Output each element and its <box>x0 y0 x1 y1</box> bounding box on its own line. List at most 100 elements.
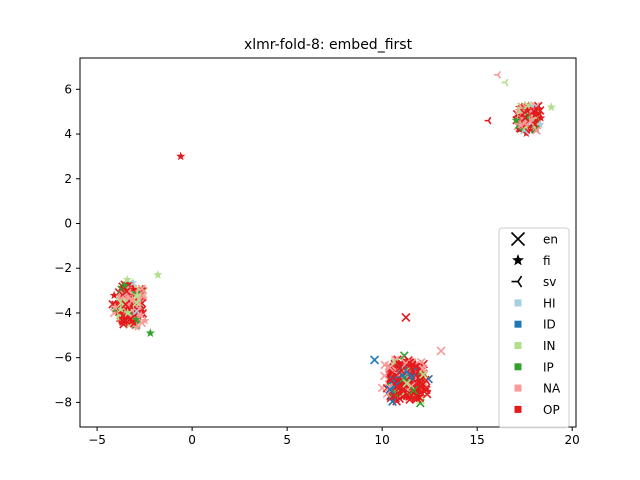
legend-marker <box>514 342 522 349</box>
axes: −5 0 5 10 15 20 −8 −6 −4 −2 0 2 4 6 <box>54 57 580 447</box>
legend-marker <box>514 299 522 307</box>
legend-label: OP <box>543 403 560 417</box>
data-point <box>123 308 132 317</box>
x-tick-label: −5 <box>88 433 106 447</box>
legend-label: NA <box>543 382 561 396</box>
legend-label: ID <box>543 318 556 332</box>
legend-label: HI <box>543 296 556 310</box>
legend-marker <box>514 320 522 328</box>
data-point <box>128 284 138 294</box>
data-point <box>501 78 509 87</box>
data-point <box>511 115 521 125</box>
data-point <box>121 315 130 325</box>
data-point <box>389 391 399 401</box>
data-point <box>116 304 126 313</box>
data-point <box>418 379 428 389</box>
data-point <box>409 385 418 395</box>
data-point <box>109 290 119 300</box>
data-point <box>153 270 163 279</box>
legend-label: en <box>543 233 558 247</box>
legend-marker <box>514 363 522 371</box>
data-point <box>436 346 446 356</box>
legend-marker <box>514 384 522 392</box>
data-point <box>526 124 535 133</box>
legend: en fi sv HI ID IN IP NA OP <box>498 227 570 429</box>
data-point <box>115 291 125 300</box>
data-point <box>402 378 412 388</box>
legend-marker <box>511 275 523 288</box>
data-point <box>132 322 142 332</box>
data-point <box>530 109 540 118</box>
x-tick-label: 20 <box>565 433 580 447</box>
data-point <box>379 371 389 381</box>
y-tick-label: −2 <box>54 261 72 275</box>
y-tick-label: −6 <box>54 351 72 365</box>
data-point <box>122 286 131 296</box>
x-tick-label: 10 <box>375 433 390 447</box>
plot-area <box>108 70 556 408</box>
data-point <box>520 113 530 123</box>
y-tick-label: 4 <box>64 127 72 141</box>
data-point <box>145 328 155 337</box>
data-point <box>123 274 132 284</box>
data-point <box>123 304 133 313</box>
data-point <box>385 385 395 394</box>
data-point <box>494 70 501 79</box>
data-point <box>380 360 390 370</box>
data-points <box>108 70 556 408</box>
data-point <box>484 116 492 125</box>
legend-marker <box>512 254 524 266</box>
data-point <box>536 113 546 122</box>
x-tick-label: 0 <box>188 433 196 447</box>
data-point <box>110 302 120 312</box>
data-point <box>134 306 143 316</box>
legend-label: IN <box>543 339 556 353</box>
data-point <box>412 394 422 404</box>
data-point <box>127 316 137 326</box>
data-point <box>136 310 146 319</box>
data-point <box>546 102 556 112</box>
data-point <box>420 385 430 394</box>
data-point <box>529 106 539 116</box>
data-point <box>386 375 396 385</box>
data-point <box>407 363 416 373</box>
data-point <box>401 312 411 322</box>
data-point <box>128 295 137 304</box>
chart-title: xlmr-fold-8: embed_first <box>244 37 413 53</box>
data-point <box>405 395 415 404</box>
data-point <box>128 278 138 287</box>
data-point <box>369 355 380 365</box>
data-point <box>140 316 150 325</box>
data-point <box>119 287 129 296</box>
data-point <box>397 366 406 376</box>
y-tick-label: 0 <box>64 216 72 230</box>
data-point <box>176 151 186 161</box>
x-tick-label: 15 <box>470 433 485 447</box>
data-point <box>532 125 541 135</box>
data-point <box>121 300 131 309</box>
y-tick-label: −4 <box>54 306 72 320</box>
data-point <box>119 296 128 305</box>
legend-marker <box>514 405 522 413</box>
legend-marker <box>510 231 526 247</box>
data-point <box>535 119 545 129</box>
data-point <box>120 281 129 290</box>
y-tick-label: 6 <box>64 82 72 96</box>
data-point <box>406 381 416 391</box>
data-point <box>392 382 402 392</box>
data-point <box>402 390 412 400</box>
data-point <box>522 105 532 115</box>
data-point <box>516 120 525 129</box>
data-point <box>124 279 133 288</box>
y-tick-label: 2 <box>64 172 72 186</box>
data-point <box>131 314 141 324</box>
legend-label: fi <box>543 254 551 268</box>
data-point <box>419 370 428 379</box>
data-point <box>132 291 142 300</box>
data-point <box>129 321 139 330</box>
x-tick-label: 5 <box>283 433 291 447</box>
legend-box <box>498 227 570 429</box>
legend-label: sv <box>543 275 556 289</box>
data-point <box>514 102 524 112</box>
